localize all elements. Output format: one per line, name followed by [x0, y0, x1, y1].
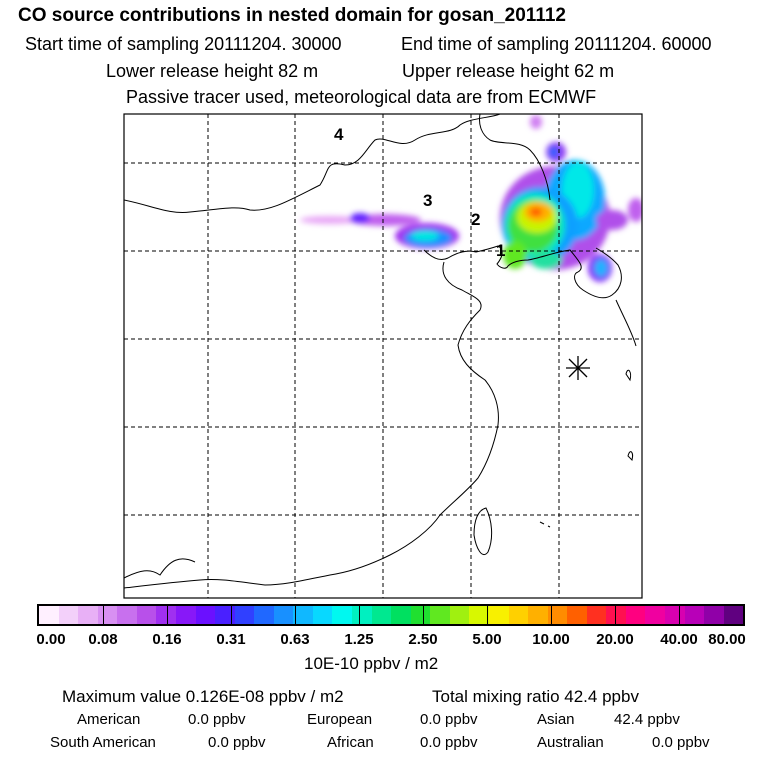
- australian-label: Australian: [537, 734, 604, 751]
- asian-label: Asian: [537, 711, 575, 728]
- colorbar-cell: [586, 606, 607, 624]
- south-american-value: 0.0 ppbv: [208, 734, 266, 751]
- colorbar-separator: [359, 606, 360, 624]
- colorbar-cell: [312, 606, 333, 624]
- colorbar-cell: [410, 606, 431, 624]
- colorbar-cell: [606, 606, 626, 624]
- page-title: CO source contributions in nested domain…: [18, 5, 566, 26]
- south-american-label: South American: [50, 734, 156, 751]
- colorbar-cell: [547, 606, 568, 624]
- colorbar-cell: [508, 606, 529, 624]
- colorbar-cell: [684, 606, 705, 624]
- colorbar-cell: [704, 606, 724, 624]
- european-value: 0.0 ppbv: [420, 711, 478, 728]
- grid-lines: [124, 114, 642, 598]
- colorbar-tick-label: 40.00: [660, 631, 698, 648]
- tracer-note: Passive tracer used, meteorological data…: [126, 87, 597, 107]
- asterisk-icon: [566, 356, 590, 380]
- total-mixing-ratio: Total mixing ratio 42.4 ppbv: [432, 687, 639, 706]
- colorbar-cell: [371, 606, 392, 624]
- concentration-plume: [300, 115, 642, 282]
- colorbar-separator: [423, 606, 424, 624]
- colorbar-cell: [117, 606, 137, 624]
- upper-release-height: Upper release height 62 m: [402, 61, 615, 81]
- american-value: 0.0 ppbv: [188, 711, 246, 728]
- colorbar-cell: [391, 606, 411, 624]
- colorbar-tick-label: 0.16: [152, 631, 182, 648]
- colorbar-cell: [645, 606, 665, 624]
- colorbar-cell: [136, 606, 157, 624]
- colorbar-cell: [567, 606, 587, 624]
- colorbar: [37, 604, 745, 626]
- coastlines: [124, 114, 637, 589]
- region-label-3: 3: [423, 191, 432, 210]
- colorbar-cell: [332, 606, 352, 624]
- australian-value: 0.0 ppbv: [652, 734, 710, 751]
- colorbar-cell: [58, 606, 79, 624]
- colorbar-cell: [39, 606, 59, 624]
- colorbar-separator: [167, 606, 168, 624]
- colorbar-cell: [195, 606, 216, 624]
- asian-value: 42.4 ppbv: [614, 711, 680, 728]
- end-time: End time of sampling 20111204. 60000: [401, 34, 712, 54]
- colorbar-tick-label: 0.00: [36, 631, 66, 648]
- colorbar-cell: [528, 606, 548, 624]
- colorbar-cell: [175, 606, 196, 624]
- colorbar-tick-label: 80.00: [708, 631, 746, 648]
- colorbar-cell: [97, 606, 118, 624]
- region-label-1: 1: [496, 241, 505, 260]
- colorbar-tick-label: 0.31: [216, 631, 246, 648]
- colorbar-separator: [487, 606, 488, 624]
- colorbar-separator: [231, 606, 232, 624]
- colorbar-cell: [430, 606, 450, 624]
- plume-streak-west: [300, 216, 360, 224]
- region-label-4: 4: [334, 125, 344, 144]
- colorbar-cell: [254, 606, 274, 624]
- colorbar-tick-label: 10.00: [532, 631, 570, 648]
- european-label: European: [307, 711, 373, 728]
- colorbar-tick-label: 2.50: [408, 631, 438, 648]
- colorbar-cell: [665, 606, 685, 624]
- colorbar-cell: [469, 606, 489, 624]
- colorbar-cell: [215, 606, 235, 624]
- colorbar-tick-label: 5.00: [472, 631, 502, 648]
- colorbar-cell: [293, 606, 313, 624]
- colorbar-cell: [156, 606, 176, 624]
- colorbar-separator: [615, 606, 616, 624]
- colorbar-cells: [39, 606, 744, 624]
- colorbar-tick-label: 20.00: [596, 631, 634, 648]
- colorbar-cell: [78, 606, 98, 624]
- american-label: American: [77, 711, 141, 728]
- african-value: 0.0 ppbv: [420, 734, 478, 751]
- colorbar-tick-label: 0.63: [280, 631, 310, 648]
- colorbar-cell: [234, 606, 255, 624]
- colorbar-separator: [679, 606, 680, 624]
- colorbar-separator: [295, 606, 296, 624]
- start-time: Start time of sampling 20111204. 30000: [25, 34, 342, 54]
- colorbar-tick-label: 1.25: [344, 631, 374, 648]
- african-label: African: [327, 734, 374, 751]
- colorbar-cell: [352, 606, 372, 624]
- maximum-value: Maximum value 0.126E-08 ppbv / m2: [62, 687, 344, 706]
- region-label-2: 2: [471, 210, 480, 229]
- colorbar-cell: [723, 606, 744, 624]
- colorbar-units: 10E-10 ppbv / m2: [304, 654, 439, 673]
- lower-release-height: Lower release height 82 m: [106, 61, 319, 81]
- colorbar-tick-label: 0.08: [88, 631, 118, 648]
- colorbar-cell: [273, 606, 294, 624]
- colorbar-cell: [488, 606, 509, 624]
- colorbar-separator: [551, 606, 552, 624]
- colorbar-cell: [625, 606, 646, 624]
- colorbar-separator: [103, 606, 104, 624]
- colorbar-cell: [449, 606, 470, 624]
